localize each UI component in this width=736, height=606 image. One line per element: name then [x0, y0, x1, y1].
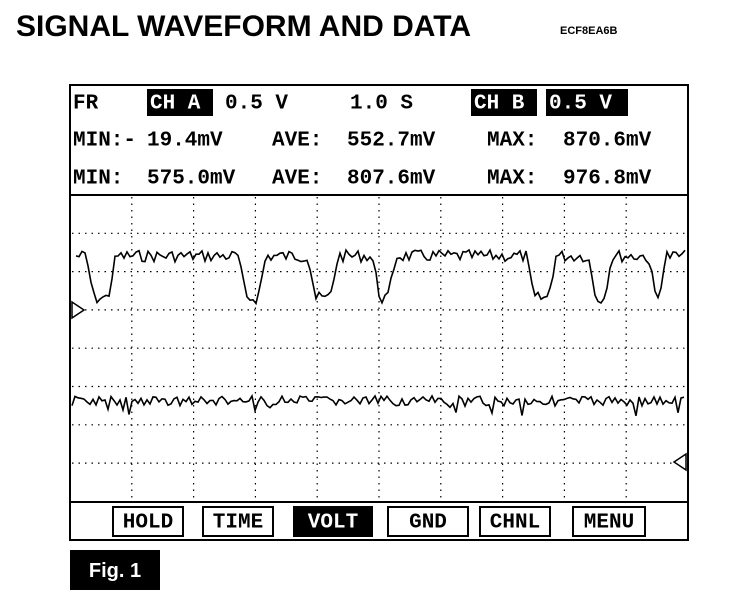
ch-b-scale-box: [546, 89, 628, 116]
ch-a: CH A: [150, 93, 201, 116]
readout-min: 575.0mV: [147, 168, 236, 191]
button: [293, 506, 373, 537]
button: [387, 506, 469, 537]
button-label: GND: [409, 512, 447, 535]
mode: FR: [73, 93, 99, 116]
button-label: TIME: [213, 512, 263, 535]
ch-b-scale: 0.5 V: [549, 93, 612, 116]
readout-ave-label: AVE:: [272, 168, 322, 191]
readout-min: 19.4mV: [147, 130, 223, 153]
button: [479, 506, 551, 537]
readout-min-label: MIN:: [73, 168, 123, 191]
button-bar: HOLD TIME VOLT GND CHNL MENU: [112, 506, 646, 537]
ch-b-marker: [672, 452, 687, 472]
waveform-b: [71, 393, 685, 416]
ch-b-box: [471, 89, 537, 116]
readout-ave: 807.6mV: [347, 168, 436, 191]
waveform-a: [75, 248, 686, 306]
ch-a-box: [147, 89, 213, 116]
button: [572, 506, 646, 537]
button: [112, 506, 184, 537]
readout-max: 976.8mV: [563, 168, 652, 191]
ch-a-scale: 0.5 V: [225, 93, 288, 116]
button-label: VOLT: [308, 512, 358, 535]
button-label: CHNL: [490, 512, 540, 535]
readout-ave: 552.7mV: [347, 130, 436, 153]
figure-code: ECF8EA6B: [560, 25, 618, 37]
time-scale: 1.0 S: [350, 93, 413, 116]
title: SIGNAL WAVEFORM AND DATA: [16, 10, 471, 43]
figure-label: Fig. 1: [89, 560, 141, 582]
readout-max: 870.6mV: [563, 130, 652, 153]
readouts: MIN:- 19.4mV AVE: 552.7mV MAX: 870.6mV MIN: 575…: [73, 130, 652, 191]
readout-min-label: MIN:-: [73, 130, 136, 153]
readout-ave-label: AVE:: [272, 130, 322, 153]
button-label: MENU: [584, 512, 634, 535]
readout-max-label: MAX:: [487, 130, 537, 153]
button: [202, 506, 274, 537]
button-label: HOLD: [123, 512, 173, 535]
scope-screen: [69, 84, 689, 541]
figure-label-box: [70, 550, 160, 590]
ch-a-marker: [71, 300, 86, 320]
ch-b: CH B: [474, 93, 525, 116]
readout-max-label: MAX:: [487, 168, 537, 191]
